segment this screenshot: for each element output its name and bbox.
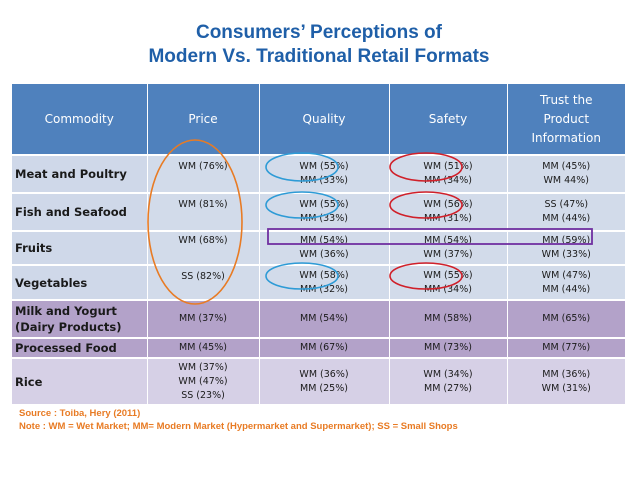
quality-cell: WM (58%) MM (32%) [259,264,390,300]
quality-value: MM (54%) [300,313,348,324]
quality-cell: MM (54%) WM (36%) [259,230,390,265]
commodity-cell: Rice [12,357,148,404]
price-value: MM (45%) [179,342,227,353]
table-row: Fish and Seafood WM (81%) WM (55%) MM (33… [12,192,625,231]
trust-value: MM (65%) [542,313,591,324]
trust-cell: MM (65%) [507,299,625,338]
quality-cell: MM (54%) [259,299,390,338]
trust-value: WM (47%) MM (44%) [541,269,591,295]
perceptions-table: Commodity Price Quality Safety Trust the… [12,84,625,404]
trust-value: SS (47%) MM (44%) [542,199,591,224]
safety-value: MM (58%) [424,313,472,324]
safety-value: WM (34%) MM (27%) [423,368,473,394]
price-cell: WM (37%) WM (47%) SS (23%) [147,357,260,404]
source-note: Source : Toiba, Hery (2011) [19,408,141,419]
safety-cell: MM (58%) [389,299,508,338]
price-cell: WM (68%) [147,230,260,265]
header-safety: Safety [389,84,508,155]
safety-cell: WM (34%) MM (27%) [389,357,508,404]
header-trust: Trust the Product Information [507,84,625,155]
commodity-cell: Vegetables [12,264,148,300]
quality-value: WM (55%) MM (33%) [299,199,349,224]
safety-cell: WM (55%) MM (34%) [389,264,508,300]
price-cell: SS (82%) [147,264,260,300]
trust-cell: SS (47%) MM (44%) [507,192,625,231]
safety-value: WM (56%) MM (31%) [423,199,473,224]
safety-value: WM (55%) MM (34%) [423,269,473,295]
quality-value: WM (36%) MM (25%) [299,368,349,394]
table-row: Processed Food MM (45%) MM (67%) MM (73%… [12,337,625,358]
safety-cell: WM (51%) MM (34%) [389,154,508,193]
quality-value: MM (54%) WM (36%) [299,235,349,260]
price-cell: MM (45%) [147,337,260,358]
header-price: Price [147,84,260,155]
price-value: MM (37%) [179,313,227,324]
trust-cell: WM (47%) MM (44%) [507,264,625,300]
quality-value: MM (67%) [300,342,348,353]
quality-cell: WM (55%) MM (33%) [259,192,390,231]
trust-value: MM (36%) WM (31%) [541,368,591,394]
table-row: Milk and Yogurt (Dairy Products) MM (37%… [12,299,625,338]
safety-value: WM (51%) MM (34%) [423,161,473,186]
safety-cell: WM (56%) MM (31%) [389,192,508,231]
price-value: WM (68%) [178,235,228,246]
safety-value: MM (54%) WM (37%) [423,235,473,260]
quality-cell: WM (36%) MM (25%) [259,357,390,404]
quality-cell: WM (55%) MM (33%) [259,154,390,193]
table-row: Rice WM (37%) WM (47%) SS (23%) WM (36%) MM… [12,357,625,404]
price-value: SS (82%) [181,271,225,282]
commodity-cell: Meat and Poultry [12,154,148,193]
safety-value: MM (73%) [424,342,472,353]
commodity-cell: Milk and Yogurt (Dairy Products) [12,299,148,338]
quality-value: WM (55%) MM (33%) [299,161,349,186]
page-title-line-2: Modern Vs. Traditional Retail Formats [148,46,490,67]
commodity-cell: Fish and Seafood [12,192,148,231]
commodity-cell: Processed Food [12,337,148,358]
trust-cell: MM (45%) WM 44%) [507,154,625,193]
header-commodity: Commodity [12,84,148,155]
trust-cell: MM (36%) WM (31%) [507,357,625,404]
trust-value: MM (59%) WM (33%) [541,235,591,260]
trust-cell: MM (59%) WM (33%) [507,230,625,265]
table-header-row: Commodity Price Quality Safety Trust the… [12,84,625,155]
header-quality: Quality [259,84,390,155]
commodity-cell: Fruits [12,230,148,265]
price-value: WM (76%) [178,161,228,172]
header-trust-label: Trust the Product Information [531,92,601,145]
legend-note: Note : WM = Wet Market; MM= Modern Marke… [19,421,458,432]
quality-value: WM (58%) MM (32%) [299,269,349,295]
trust-value: MM (77%) [542,342,591,353]
table-row: Meat and Poultry WM (76%) WM (55%) MM (33… [12,154,625,193]
page-title-line-1: Consumers’ Perceptions of [195,22,442,43]
table-row: Vegetables SS (82%) WM (58%) MM (32%) WM … [12,264,625,300]
trust-value: MM (45%) WM 44%) [542,161,591,186]
table-row: Fruits WM (68%) MM (54%) WM (36%) MM (54%… [12,230,625,265]
safety-cell: MM (54%) WM (37%) [389,230,508,265]
price-cell: MM (37%) [147,299,260,338]
price-value: WM (37%) WM (47%) SS (23%) [178,361,228,401]
price-cell: WM (81%) [147,192,260,231]
trust-cell: MM (77%) [507,337,625,358]
safety-cell: MM (73%) [389,337,508,358]
price-value: WM (81%) [178,199,228,210]
quality-cell: MM (67%) [259,337,390,358]
price-cell: WM (76%) [147,154,260,193]
